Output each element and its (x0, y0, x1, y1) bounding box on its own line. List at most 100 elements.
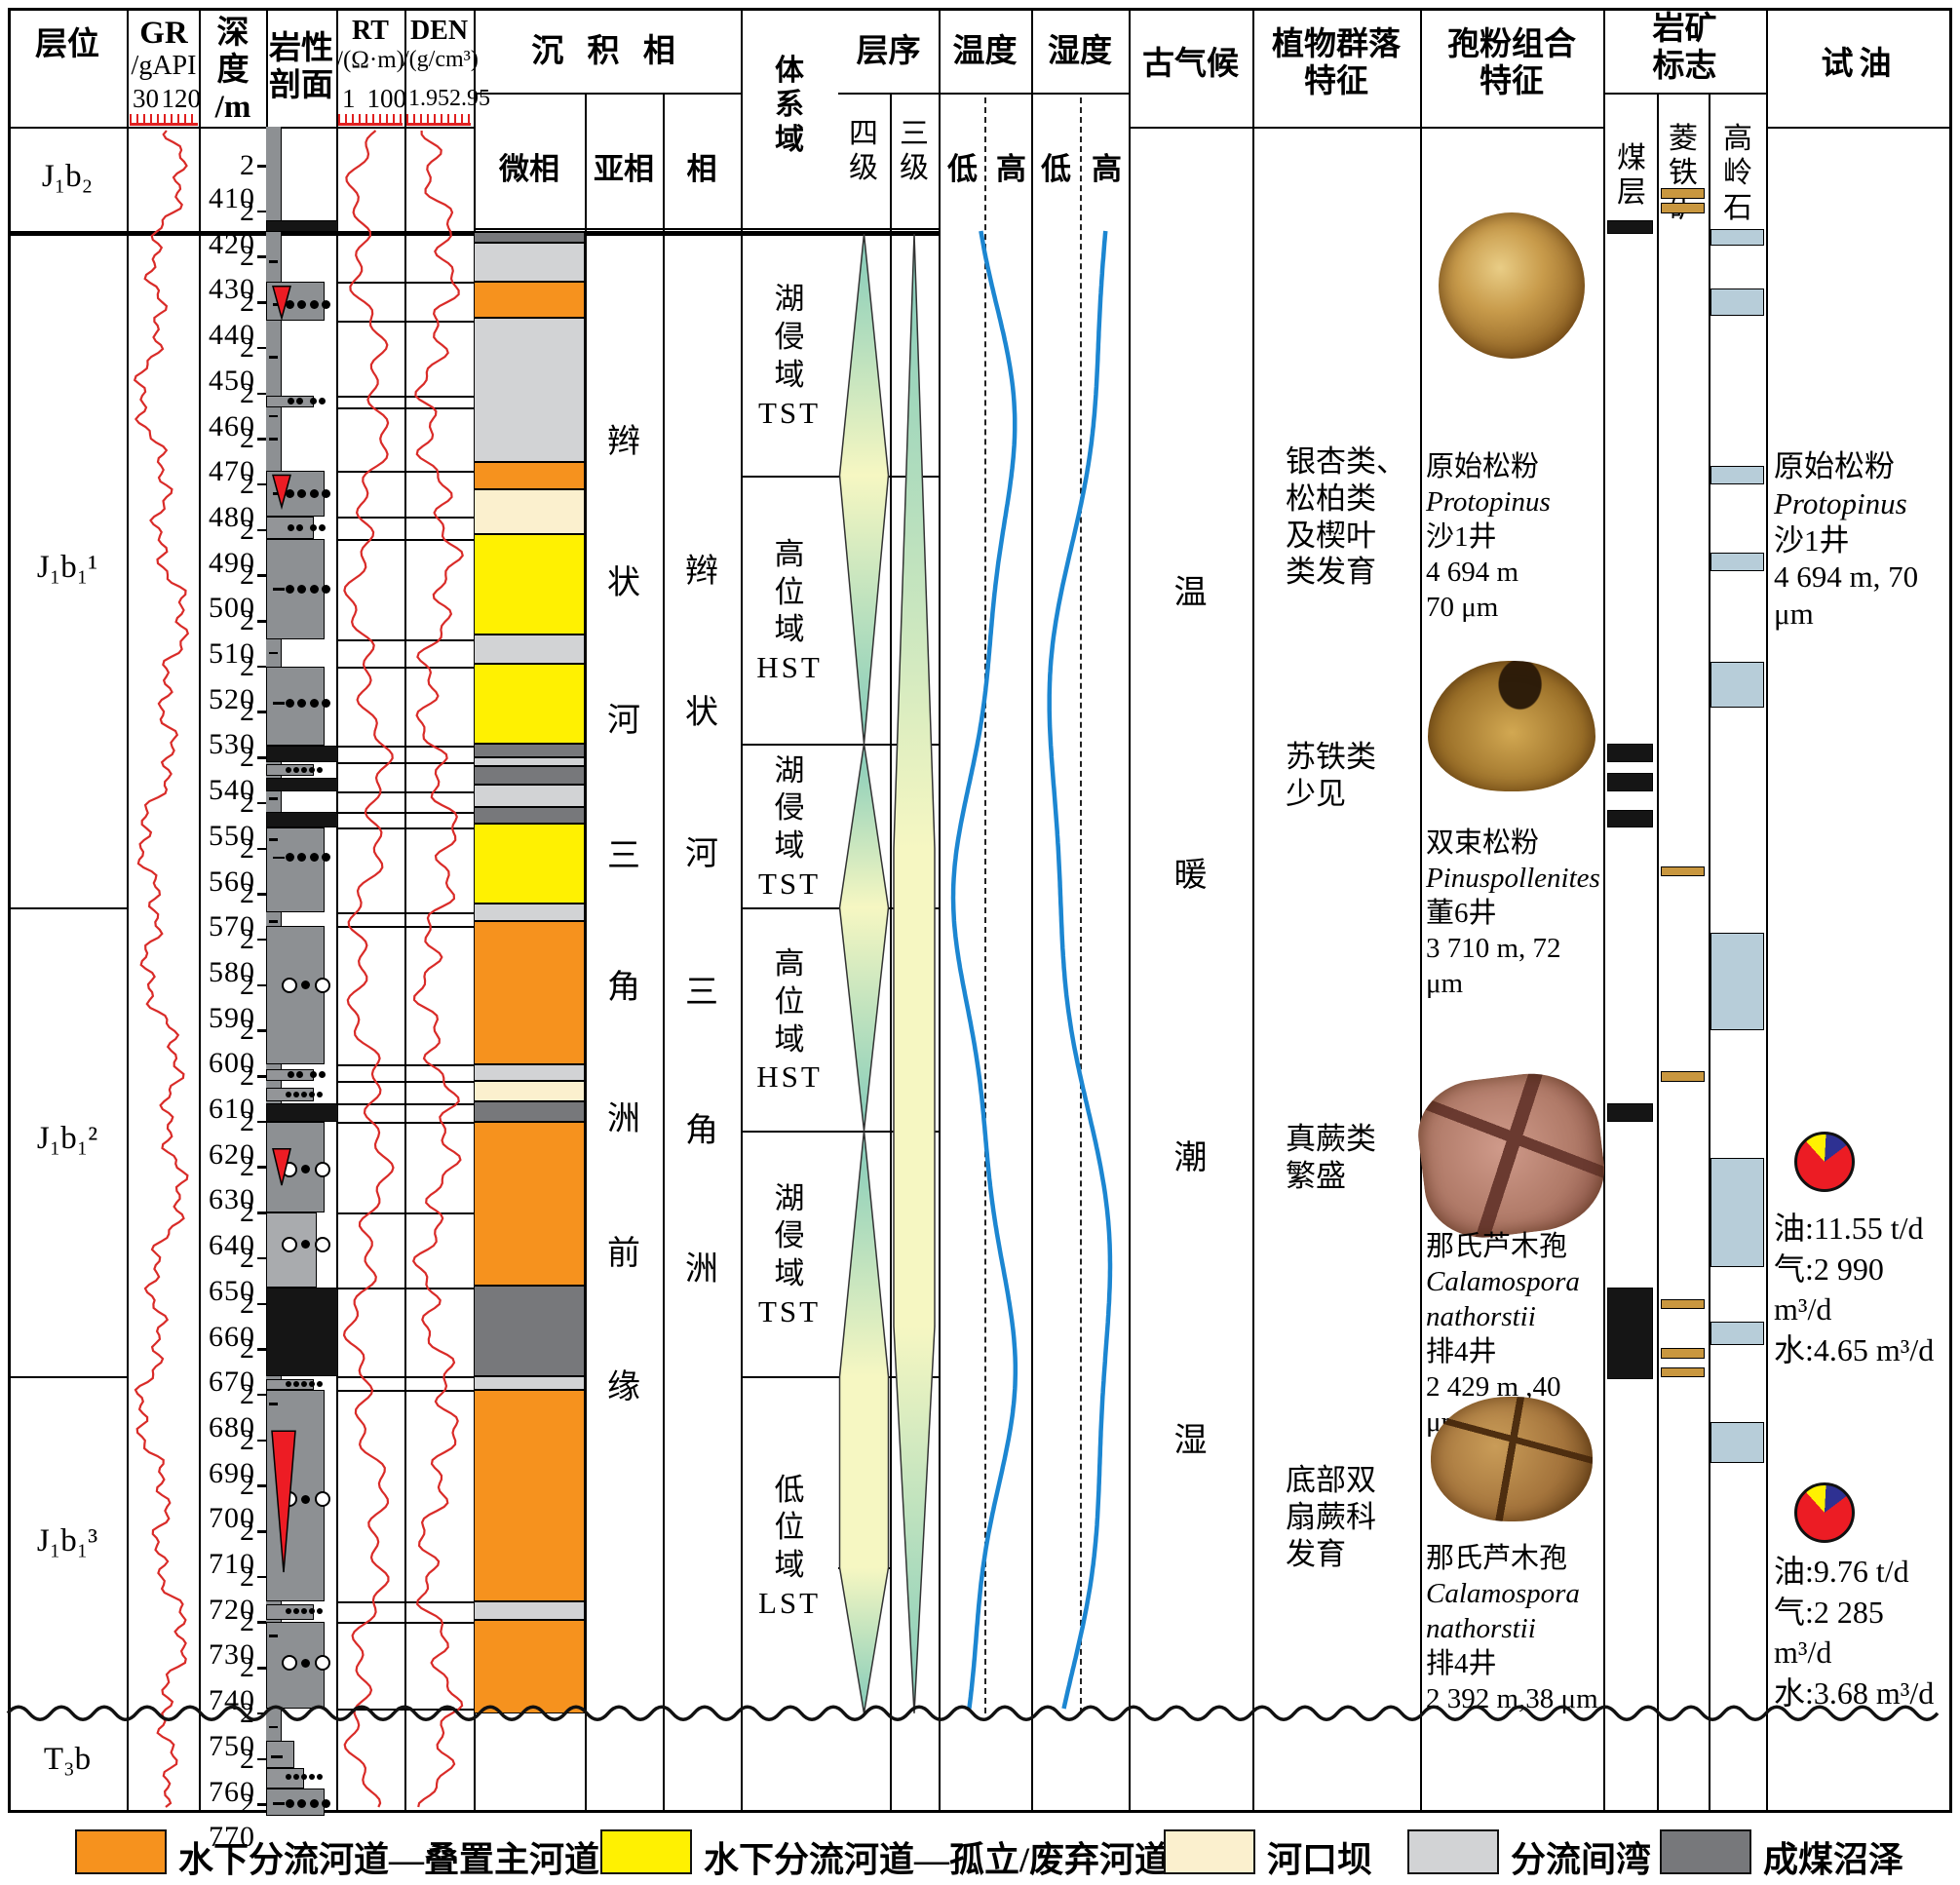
header-sequence: 层序 (856, 34, 921, 69)
grid-vline (1603, 8, 1605, 1813)
depth-tick (257, 801, 266, 805)
depth-tick (257, 847, 266, 850)
lith-dot (309, 1071, 317, 1079)
plant-note: 底部双 扇蕨科 发育 (1260, 1462, 1438, 1572)
grid-hline (336, 538, 474, 541)
lith-dot (287, 523, 294, 531)
tract-char: 湖 (774, 752, 805, 788)
depth-tick (257, 665, 266, 669)
lith-dash (273, 303, 285, 306)
depth-tick (257, 255, 266, 258)
depth-tick-label: 2 640 (209, 1196, 255, 1262)
plant-note-line: 类发育 (1286, 555, 1376, 590)
lith-dot (285, 488, 294, 498)
horizon-label: J₁b₂ (41, 159, 94, 195)
humid-dashed-line (1080, 97, 1082, 1713)
depth-tick-label: 2 730 (209, 1605, 255, 1672)
grid-hline (336, 1376, 474, 1379)
header-rt-unit: /(Ω·m) (336, 47, 404, 73)
lith-dash (269, 1635, 278, 1637)
pollen-caption-line: 排4井 (1426, 1335, 1497, 1367)
lith-dash (273, 588, 285, 591)
lith-circle (315, 1161, 330, 1177)
lithology-bed (266, 1103, 338, 1122)
lith-dot (297, 488, 306, 498)
lith-dot (286, 1774, 291, 1781)
depth-tick (257, 1393, 266, 1397)
tract-char: 位 (774, 983, 805, 1019)
lith-dot (293, 1774, 299, 1781)
lith-dot (309, 698, 319, 708)
grid-vline (1252, 8, 1254, 1813)
pollen-caption-line: 2 392 m,38 μm (1426, 1682, 1598, 1714)
depth-tick (257, 392, 266, 395)
lith-dot (297, 1798, 306, 1808)
lith-dot (309, 853, 319, 863)
grid-hline (838, 1567, 890, 1570)
lith-dash (269, 797, 278, 800)
facies-block-orange (474, 461, 585, 489)
depth-tick (257, 1348, 266, 1351)
depth-tick (257, 574, 266, 577)
depth-tick (257, 438, 266, 441)
humid-high-label: 高 (1092, 144, 1122, 188)
depth-tick (257, 528, 266, 532)
lith-circle (315, 977, 330, 993)
header-microfacies: 微相 (499, 152, 559, 186)
lith-dot (309, 299, 319, 309)
grid-vline (741, 8, 743, 1813)
lith-dot (286, 1380, 291, 1387)
kaolinite-bar (1710, 1421, 1764, 1463)
coal-seam-bar (1607, 773, 1653, 792)
oil-test-note-line: 沙1井 (1774, 522, 1850, 558)
grid-hline (336, 231, 474, 234)
facies-char: 状 (685, 695, 718, 731)
grid-vline (890, 93, 892, 1813)
oil-test-result-line: 水:4.65 m³/d (1774, 1331, 1935, 1367)
pollen-caption-line: 沙1井 (1426, 520, 1497, 553)
lith-dot (293, 1380, 299, 1387)
facies-block-yellow (474, 823, 585, 904)
legend-swatch (75, 1829, 167, 1874)
depth-tick-label: 2 560 (209, 831, 255, 898)
pollen-caption-line: Protopinus (1426, 485, 1551, 518)
facies-block-cream (474, 1080, 585, 1101)
gr-scale-max: 120 (161, 84, 202, 113)
facies-block-orange (474, 1620, 585, 1713)
header-seq-4th: 四级 (849, 118, 878, 185)
header-oil-test: 试油 (1821, 47, 1898, 82)
lith-dot (301, 981, 310, 990)
lith-dash (269, 838, 278, 841)
plant-note-line: 及楔叶 (1286, 518, 1376, 553)
depth-tick-label: 2 480 (209, 467, 255, 533)
subfacies-char: 前 (607, 1236, 640, 1272)
plant-note-line: 松柏类 (1286, 481, 1376, 516)
pollen-caption-line: 那氏芦木孢 (1426, 1231, 1568, 1262)
den-curve (411, 130, 464, 1808)
lith-dash (273, 856, 285, 860)
depth-tick (257, 165, 266, 168)
tract-char: 湖 (774, 1180, 805, 1215)
depth-tick (257, 620, 266, 623)
lith-circle (282, 1161, 297, 1177)
coal-seam-bar (1607, 220, 1653, 235)
depth-tick (257, 938, 266, 942)
grid-hline (336, 320, 474, 323)
depth-tick-label: 2 630 (209, 1150, 255, 1216)
header-depth: 深 度 /m (214, 16, 251, 125)
depth-tick-label: 2 470 (209, 422, 255, 488)
header-den-scale: 1.95 2.95 (404, 86, 490, 112)
lith-dot (322, 488, 330, 498)
depth-tick-label: 2 430 (209, 240, 255, 306)
grid-hline (474, 228, 939, 230)
facies-block-light (474, 1064, 585, 1081)
plant-note: 苏铁类 少见 (1260, 739, 1438, 813)
lith-dot (317, 1608, 323, 1615)
lith-dot (297, 853, 306, 863)
grid-hline (8, 1376, 127, 1379)
grid-hline (741, 907, 939, 910)
lith-dot (286, 766, 291, 773)
grid-hline (336, 746, 474, 749)
lith-dot (286, 1608, 291, 1615)
lith-dot (309, 1798, 319, 1808)
